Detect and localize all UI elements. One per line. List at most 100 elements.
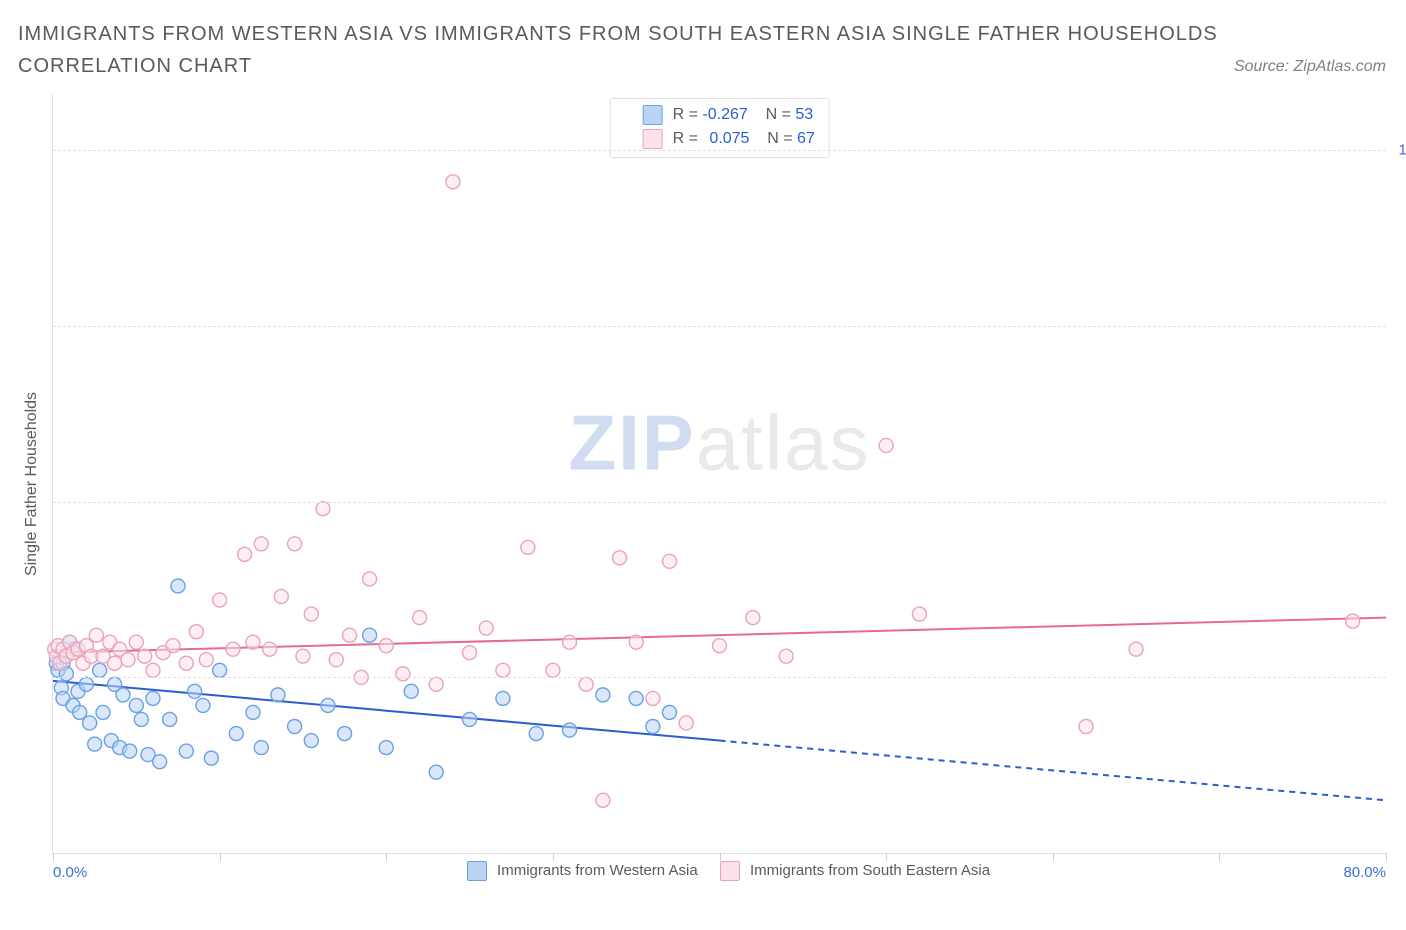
n-label-0: N = bbox=[766, 106, 791, 123]
scatter-point-se_asian bbox=[413, 611, 427, 625]
scatter-point-western bbox=[96, 705, 110, 719]
gridline bbox=[53, 150, 1386, 151]
chart-title: IMMIGRANTS FROM WESTERN ASIA VS IMMIGRAN… bbox=[18, 18, 1218, 82]
scatter-point-se_asian bbox=[304, 607, 318, 621]
scatter-point-se_asian bbox=[446, 175, 460, 189]
scatter-point-se_asian bbox=[129, 635, 143, 649]
bottom-legend: Immigrants from Western Asia Immigrants … bbox=[53, 861, 1386, 881]
scatter-point-se_asian bbox=[296, 649, 310, 663]
scatter-point-se_asian bbox=[146, 663, 160, 677]
scatter-point-western bbox=[153, 755, 167, 769]
scatter-point-western bbox=[204, 751, 218, 765]
x-tick bbox=[553, 853, 554, 861]
y-tick-label: 5.0% bbox=[1391, 493, 1406, 510]
r-value-1: 0.075 bbox=[702, 130, 749, 147]
scatter-point-western bbox=[83, 716, 97, 730]
plot-svg bbox=[53, 94, 1386, 853]
stat-row-se-asian: R = 0.075 N = 67 bbox=[624, 127, 815, 151]
stat-row-western: R = -0.267 N = 53 bbox=[624, 103, 815, 127]
scatter-point-se_asian bbox=[579, 677, 593, 691]
scatter-point-western bbox=[629, 691, 643, 705]
scatter-point-western bbox=[116, 688, 130, 702]
scatter-point-western bbox=[254, 741, 268, 755]
x-tick bbox=[220, 853, 221, 861]
scatter-point-se_asian bbox=[379, 639, 393, 653]
scatter-point-se_asian bbox=[613, 551, 627, 565]
scatter-point-western bbox=[213, 663, 227, 677]
regression-extend-western bbox=[720, 741, 1387, 801]
scatter-point-se_asian bbox=[879, 438, 893, 452]
scatter-point-se_asian bbox=[646, 691, 660, 705]
scatter-point-western bbox=[171, 579, 185, 593]
scatter-point-se_asian bbox=[343, 628, 357, 642]
scatter-point-western bbox=[429, 765, 443, 779]
scatter-point-western bbox=[88, 737, 102, 751]
scatter-point-western bbox=[188, 684, 202, 698]
scatter-point-western bbox=[338, 727, 352, 741]
scatter-point-western bbox=[246, 705, 260, 719]
scatter-point-se_asian bbox=[429, 677, 443, 691]
scatter-point-western bbox=[404, 684, 418, 698]
scatter-point-se_asian bbox=[363, 572, 377, 586]
scatter-point-se_asian bbox=[912, 607, 926, 621]
scatter-point-western bbox=[196, 698, 210, 712]
scatter-point-western bbox=[563, 723, 577, 737]
scatter-point-western bbox=[663, 705, 677, 719]
x-tick bbox=[1386, 853, 1387, 861]
scatter-point-se_asian bbox=[274, 589, 288, 603]
n-value-1: 67 bbox=[797, 130, 815, 147]
scatter-point-se_asian bbox=[563, 635, 577, 649]
scatter-point-western bbox=[179, 744, 193, 758]
scatter-point-western bbox=[646, 720, 660, 734]
scatter-point-se_asian bbox=[1079, 720, 1093, 734]
scatter-point-se_asian bbox=[254, 537, 268, 551]
r-value-0: -0.267 bbox=[702, 106, 747, 123]
scatter-point-se_asian bbox=[246, 635, 260, 649]
n-value-0: 53 bbox=[795, 106, 813, 123]
scatter-point-se_asian bbox=[238, 547, 252, 561]
plot-frame: Single Father Households ZIPatlas R = -0… bbox=[42, 94, 1386, 874]
bottom-label-western: Immigrants from Western Asia bbox=[497, 862, 698, 879]
scatter-point-se_asian bbox=[316, 502, 330, 516]
scatter-point-se_asian bbox=[679, 716, 693, 730]
scatter-point-se_asian bbox=[546, 663, 560, 677]
y-tick-label: 10.0% bbox=[1391, 142, 1406, 159]
scatter-point-western bbox=[363, 628, 377, 642]
scatter-point-se_asian bbox=[1346, 614, 1360, 628]
scatter-point-western bbox=[129, 698, 143, 712]
scatter-point-western bbox=[496, 691, 510, 705]
n-label-1: N = bbox=[767, 130, 792, 147]
scatter-point-se_asian bbox=[226, 642, 240, 656]
bottom-swatch-se-asian bbox=[720, 861, 740, 881]
scatter-point-western bbox=[271, 688, 285, 702]
bottom-label-se-asian: Immigrants from South Eastern Asia bbox=[750, 862, 990, 879]
scatter-point-se_asian bbox=[746, 611, 760, 625]
scatter-point-se_asian bbox=[629, 635, 643, 649]
scatter-point-western bbox=[146, 691, 160, 705]
scatter-point-se_asian bbox=[199, 653, 213, 667]
scatter-point-se_asian bbox=[329, 653, 343, 667]
x-tick bbox=[720, 853, 721, 861]
scatter-point-western bbox=[596, 688, 610, 702]
scatter-point-se_asian bbox=[779, 649, 793, 663]
x-tick bbox=[386, 853, 387, 861]
gridline bbox=[53, 677, 1386, 678]
y-tick-label: 2.5% bbox=[1391, 669, 1406, 686]
scatter-point-se_asian bbox=[663, 554, 677, 568]
scatter-point-western bbox=[93, 663, 107, 677]
scatter-point-western bbox=[229, 727, 243, 741]
scatter-point-western bbox=[123, 744, 137, 758]
scatter-point-se_asian bbox=[108, 656, 122, 670]
x-tick bbox=[1219, 853, 1220, 861]
plot-area: ZIPatlas R = -0.267 N = 53 R = 0.075 N =… bbox=[52, 94, 1386, 854]
r-label-1: R = bbox=[673, 130, 698, 147]
stat-legend-box: R = -0.267 N = 53 R = 0.075 N = 67 bbox=[609, 98, 830, 158]
scatter-point-se_asian bbox=[596, 793, 610, 807]
scatter-point-western bbox=[304, 734, 318, 748]
scatter-point-se_asian bbox=[213, 593, 227, 607]
scatter-point-western bbox=[379, 741, 393, 755]
y-tick-label: 7.5% bbox=[1391, 317, 1406, 334]
regression-line-western bbox=[53, 681, 720, 741]
scatter-point-se_asian bbox=[1129, 642, 1143, 656]
scatter-point-western bbox=[134, 712, 148, 726]
